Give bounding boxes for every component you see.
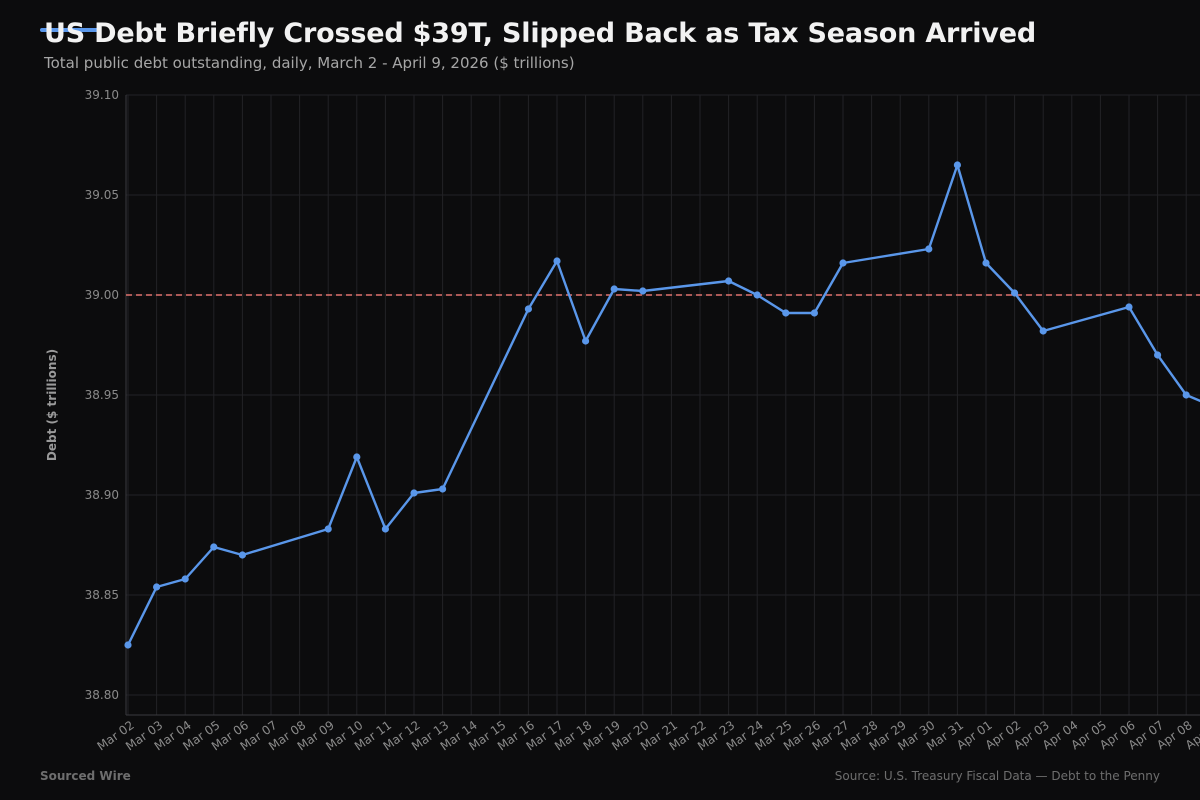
data-point xyxy=(1011,289,1019,297)
y-tick-label: 39.05 xyxy=(85,188,119,202)
data-point xyxy=(753,291,761,299)
data-points xyxy=(124,161,1190,649)
y-tick-label: 39.10 xyxy=(85,88,119,102)
data-point xyxy=(324,525,332,533)
y-tick-label: 38.95 xyxy=(85,388,119,402)
chart-subtitle: Total public debt outstanding, daily, Ma… xyxy=(44,54,575,72)
data-point xyxy=(925,245,933,253)
data-point xyxy=(353,453,361,461)
data-point xyxy=(810,309,819,317)
data-point xyxy=(953,161,962,169)
data-point xyxy=(410,489,418,497)
data-point xyxy=(1182,391,1190,399)
data-point xyxy=(782,309,790,317)
data-point xyxy=(1154,351,1162,359)
y-tick-label: 38.80 xyxy=(85,688,119,702)
grid-lines xyxy=(126,94,1200,715)
y-tick-label: 38.90 xyxy=(85,488,119,502)
y-tick-label: 39.00 xyxy=(85,288,119,302)
data-point xyxy=(1039,327,1047,335)
data-point xyxy=(524,305,533,313)
chart-title: US Debt Briefly Crossed $39T, Slipped Ba… xyxy=(44,18,1036,49)
data-point xyxy=(381,525,389,533)
data-point xyxy=(582,337,590,345)
data-point xyxy=(181,575,189,583)
data-point xyxy=(210,543,218,551)
data-point xyxy=(153,583,161,591)
data-point xyxy=(610,285,618,293)
data-point xyxy=(725,277,733,285)
data-point xyxy=(238,551,246,559)
title-accent-bar xyxy=(40,28,100,32)
debt-series-line xyxy=(126,163,1200,646)
data-point xyxy=(839,259,847,267)
source-label: Source: U.S. Treasury Fiscal Data — Debt… xyxy=(834,769,1160,783)
data-point xyxy=(439,485,447,493)
data-point xyxy=(1125,303,1133,311)
data-point xyxy=(982,259,990,267)
y-tick-label: 38.85 xyxy=(85,588,119,602)
data-point xyxy=(124,641,132,649)
data-point xyxy=(639,287,647,295)
brand-label: Sourced Wire xyxy=(40,769,131,783)
y-axis-label: Debt ($ trillions) xyxy=(45,349,59,461)
data-point xyxy=(553,257,561,265)
